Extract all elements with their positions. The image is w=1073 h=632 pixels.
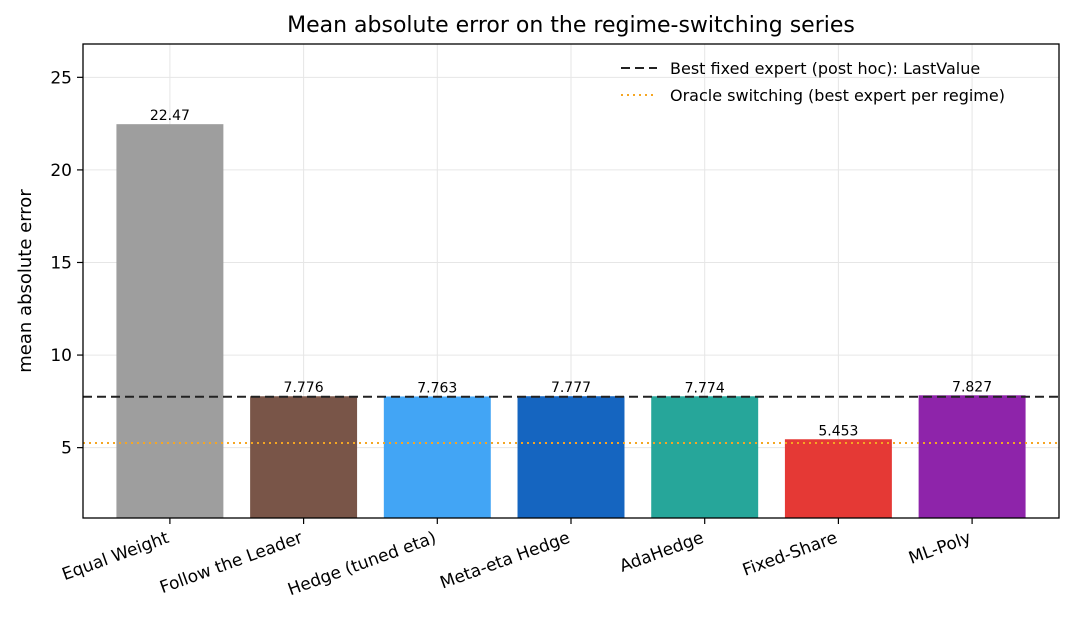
x-tick-label: ML-Poly <box>906 528 974 569</box>
y-tick-label: 20 <box>50 161 72 181</box>
y-axis-label: mean absolute error <box>15 189 36 373</box>
y-axis-ticks: 5 10 15 20 25 <box>50 68 83 459</box>
y-tick-label: 15 <box>50 253 72 273</box>
bar-labels: 22.47 7.776 7.763 7.777 7.774 5.453 7.827 <box>150 108 992 439</box>
legend: Best fixed expert (post hoc): LastValue O… <box>621 59 1005 105</box>
bar <box>250 396 358 518</box>
bar-value-label: 7.827 <box>952 379 992 395</box>
legend-entry: Oracle switching (best expert per regime… <box>670 86 1005 105</box>
x-tick-label: Follow the Leader <box>157 528 305 598</box>
bar-value-label: 7.776 <box>284 380 324 396</box>
y-tick-label: 10 <box>50 346 72 366</box>
x-tick-label: Fixed-Share <box>740 528 840 581</box>
bar-value-label: 5.453 <box>818 423 858 439</box>
bar <box>517 396 625 518</box>
x-tick-label: AdaHedge <box>617 528 706 577</box>
x-tick-label: Hedge (tuned eta) <box>285 528 439 600</box>
bar <box>784 439 892 518</box>
bar <box>918 395 1026 518</box>
bar-value-label: 7.777 <box>551 380 591 396</box>
bar <box>116 124 224 518</box>
reference-lines <box>83 395 1059 445</box>
bar-value-label: 7.763 <box>417 380 457 396</box>
bar <box>383 396 491 518</box>
y-tick-label: 25 <box>50 68 72 88</box>
x-tick-label: Equal Weight <box>59 528 171 585</box>
bar-value-label: 7.774 <box>685 380 725 396</box>
bars <box>116 124 1026 518</box>
x-tick-label: Meta-eta Hedge <box>438 528 573 594</box>
bar-value-label: 22.47 <box>150 108 190 124</box>
legend-entry: Best fixed expert (post hoc): LastValue <box>670 59 980 78</box>
y-tick-label: 5 <box>61 439 72 459</box>
chart-title: Mean absolute error on the regime-switch… <box>287 13 855 38</box>
bar <box>651 396 759 518</box>
